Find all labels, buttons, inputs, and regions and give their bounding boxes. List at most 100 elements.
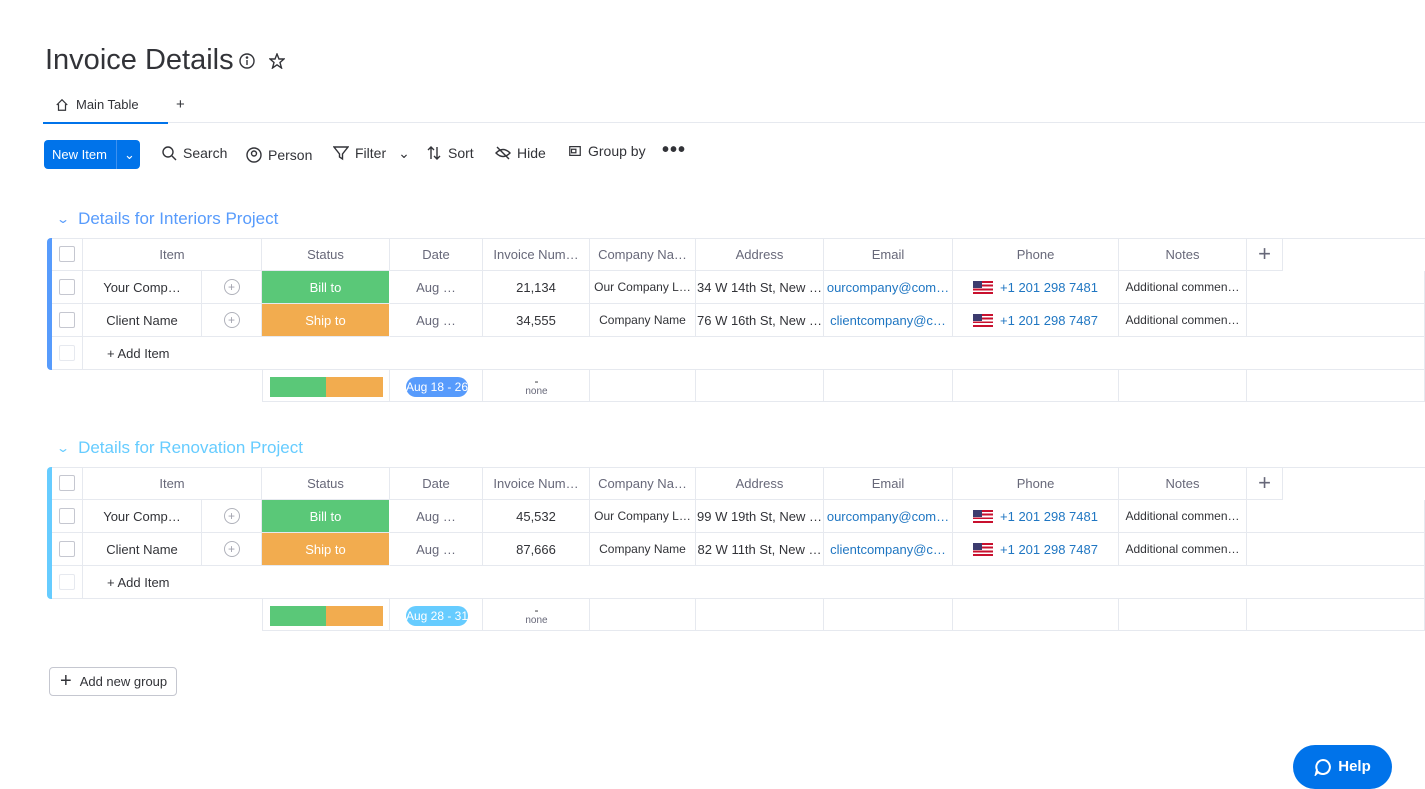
help-button[interactable]: Help <box>1293 745 1392 789</box>
group-accent <box>47 467 52 599</box>
item-cell: Client Name <box>83 304 202 337</box>
phone-cell: +1 201 298 7487 <box>953 304 1119 337</box>
notes-cell: Additional commen… <box>1119 533 1247 566</box>
address-cell: 99 W 19th St, New … <box>696 500 824 533</box>
info-icon[interactable] <box>239 53 255 69</box>
summary-cell <box>696 599 824 631</box>
new-item-label: New Item <box>52 147 107 162</box>
item-cell: Client Name <box>83 533 202 566</box>
summary-cell <box>262 370 390 402</box>
invoice-cell: 34,555 <box>483 304 590 337</box>
summary-cell <box>953 370 1119 402</box>
column-header: Address <box>696 467 824 500</box>
row-filler <box>1247 271 1425 304</box>
email-cell: ourcompany@com… <box>824 500 953 533</box>
us-flag <box>973 542 994 556</box>
more-menu[interactable]: ••• <box>662 139 687 161</box>
date-cell: Aug … <box>390 500 483 533</box>
tab-divider <box>168 122 1425 123</box>
status-cell: Ship to <box>262 533 390 566</box>
group-by-button[interactable]: Group by <box>568 141 646 161</box>
filter-button[interactable]: Filter ⌄ <box>333 143 410 163</box>
new-item-button[interactable]: New Item ⌄ <box>44 140 140 169</box>
search-button[interactable]: Search <box>161 143 227 163</box>
column-header: Address <box>696 238 824 271</box>
row-filler <box>1247 304 1425 337</box>
update-icon: + <box>202 304 262 337</box>
hide-button[interactable]: Hide <box>495 143 546 163</box>
status-summary-bar <box>270 377 326 397</box>
us-flag <box>973 509 994 523</box>
add-item-row: + Add Item <box>83 566 1425 599</box>
person-label: Person <box>268 147 313 163</box>
tab-underline <box>43 122 168 124</box>
column-header: Invoice Num… <box>483 467 590 500</box>
group-title: ⌄ Details for Renovation Project <box>55 438 303 457</box>
column-header: Item <box>83 467 262 500</box>
checkbox-cell <box>52 467 83 500</box>
invoice-summary-none: none <box>525 615 548 626</box>
column-header: Email <box>824 238 953 271</box>
email-cell: clientcompany@c… <box>824 304 953 337</box>
phone-text: +1 201 298 7487 <box>1000 312 1098 328</box>
column-header: Notes <box>1119 238 1247 271</box>
add-group-button[interactable]: + Add new group <box>49 667 177 696</box>
add-column: + <box>1247 467 1283 500</box>
sort-label: Sort <box>448 145 474 161</box>
company-cell: Company Name <box>590 304 696 337</box>
us-flag <box>973 313 994 327</box>
date-summary: Aug 18 - 26 <box>406 377 468 397</box>
phone-cell: +1 201 298 7481 <box>953 271 1119 304</box>
us-flag <box>973 280 994 294</box>
update-icon: + <box>202 500 262 533</box>
email-cell: clientcompany@c… <box>824 533 953 566</box>
group-title-text: Details for Renovation Project <box>78 438 303 457</box>
summary-cell <box>590 599 696 631</box>
summary-cell <box>262 599 390 631</box>
add-group-label: Add new group <box>79 674 168 689</box>
column-header: Item <box>83 238 262 271</box>
group-title-text: Details for Interiors Project <box>78 209 279 228</box>
group-accent <box>47 238 52 370</box>
invoice-summary-dash: - <box>534 374 539 388</box>
column-header: Company Na… <box>590 467 696 500</box>
sort-button[interactable]: Sort <box>426 143 474 163</box>
status-summary-bar <box>270 606 326 626</box>
add-item-checkbox <box>52 337 83 370</box>
phone-text: +1 201 298 7481 <box>1000 508 1098 524</box>
phone-text: +1 201 298 7487 <box>1000 541 1098 557</box>
summary-cell <box>696 370 824 402</box>
header-row-border <box>52 238 1425 239</box>
date-cell: Aug … <box>390 304 483 337</box>
company-cell: Our Company L… <box>590 271 696 304</box>
date-cell: Aug … <box>390 271 483 304</box>
status-cell: Ship to <box>262 304 390 337</box>
column-header: Phone <box>953 467 1119 500</box>
column-header: Date <box>390 467 483 500</box>
group-by-label: Group by <box>588 143 646 159</box>
add-item-checkbox <box>52 566 83 599</box>
phone-cell: +1 201 298 7487 <box>953 533 1119 566</box>
invoice-cell: 45,532 <box>483 500 590 533</box>
invoice-cell: 21,134 <box>483 271 590 304</box>
row-filler <box>1247 500 1425 533</box>
company-cell: Our Company L… <box>590 500 696 533</box>
company-cell: Company Name <box>590 533 696 566</box>
person-button[interactable]: Person <box>246 145 312 165</box>
summary-cell <box>953 599 1119 631</box>
status-summary-bar <box>326 606 383 626</box>
column-header: Status <box>262 467 390 500</box>
column-header: Company Na… <box>590 238 696 271</box>
email-cell: ourcompany@com… <box>824 271 953 304</box>
column-header: Date <box>390 238 483 271</box>
item-cell: Your Comp… <box>83 500 202 533</box>
tab-main-table[interactable]: Main Table <box>55 97 139 112</box>
summary-cell <box>483 599 590 631</box>
add-tab[interactable]: + <box>176 96 185 113</box>
status-summary-bar <box>326 377 383 397</box>
star-icon[interactable] <box>269 53 285 69</box>
summary-cell <box>390 599 483 631</box>
column-header: Email <box>824 467 953 500</box>
summary-cell <box>1119 370 1247 402</box>
summary-cell <box>824 599 953 631</box>
